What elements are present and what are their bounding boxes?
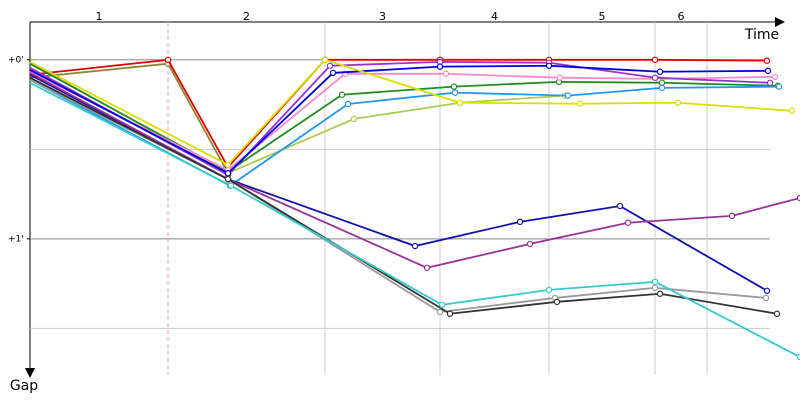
data-point xyxy=(450,83,458,90)
data-point xyxy=(773,310,781,317)
data-point xyxy=(224,169,232,177)
series-line xyxy=(29,76,778,315)
lap-label: 3 xyxy=(379,10,386,23)
data-point xyxy=(451,89,459,96)
data-point xyxy=(616,202,624,210)
series-line xyxy=(29,81,800,358)
data-point xyxy=(545,62,553,69)
data-point xyxy=(766,79,774,86)
data-point xyxy=(446,310,454,317)
data-point xyxy=(658,84,666,92)
lap-label: 2 xyxy=(243,10,250,23)
data-point xyxy=(651,284,659,291)
series-line xyxy=(29,58,768,169)
data-point xyxy=(438,301,446,309)
data-point xyxy=(224,161,232,169)
data-point xyxy=(796,194,800,202)
data-point xyxy=(338,91,346,98)
data-point xyxy=(344,100,352,108)
data-point xyxy=(651,74,659,81)
lap-label: 5 xyxy=(599,10,606,23)
data-point xyxy=(763,287,771,294)
lap-label: 6 xyxy=(678,10,685,23)
data-point xyxy=(651,278,659,286)
data-point xyxy=(436,308,444,316)
data-point xyxy=(411,242,419,250)
data-point xyxy=(763,57,771,64)
data-point xyxy=(728,212,736,220)
series-line xyxy=(29,73,768,292)
data-point xyxy=(771,73,779,81)
data-point xyxy=(350,115,358,123)
data-point xyxy=(564,92,572,99)
series-line xyxy=(29,62,779,173)
data-point xyxy=(553,298,561,306)
data-point xyxy=(796,353,800,361)
data-point xyxy=(651,56,659,63)
data-point xyxy=(762,294,770,302)
data-point xyxy=(516,218,524,226)
data-point xyxy=(674,99,682,106)
data-point xyxy=(576,100,584,107)
data-point xyxy=(545,286,553,294)
data-point xyxy=(656,68,664,75)
y-axis-title: Gap xyxy=(10,378,38,394)
data-point xyxy=(442,70,450,78)
data-point xyxy=(775,83,783,90)
x-axis-arrow xyxy=(775,17,785,27)
y-tick-label: +1' xyxy=(8,234,24,244)
y-tick-label: +0' xyxy=(8,55,24,65)
data-point xyxy=(224,175,232,183)
data-point xyxy=(556,74,564,81)
data-point xyxy=(326,62,334,69)
data-point xyxy=(456,99,464,106)
data-point xyxy=(764,67,772,75)
lap-label: 4 xyxy=(491,10,498,23)
data-point xyxy=(329,69,337,77)
data-point xyxy=(423,264,431,271)
data-point xyxy=(227,182,235,189)
x-axis-title: Time xyxy=(744,27,779,43)
data-point xyxy=(656,290,664,297)
data-point xyxy=(624,219,632,226)
data-point xyxy=(164,56,172,63)
data-point xyxy=(526,240,534,248)
data-point xyxy=(788,107,796,115)
data-point xyxy=(436,63,444,70)
series-line xyxy=(29,78,767,313)
y-axis-arrow xyxy=(25,368,35,378)
data-point xyxy=(321,56,329,63)
lap-label: 1 xyxy=(96,10,103,23)
